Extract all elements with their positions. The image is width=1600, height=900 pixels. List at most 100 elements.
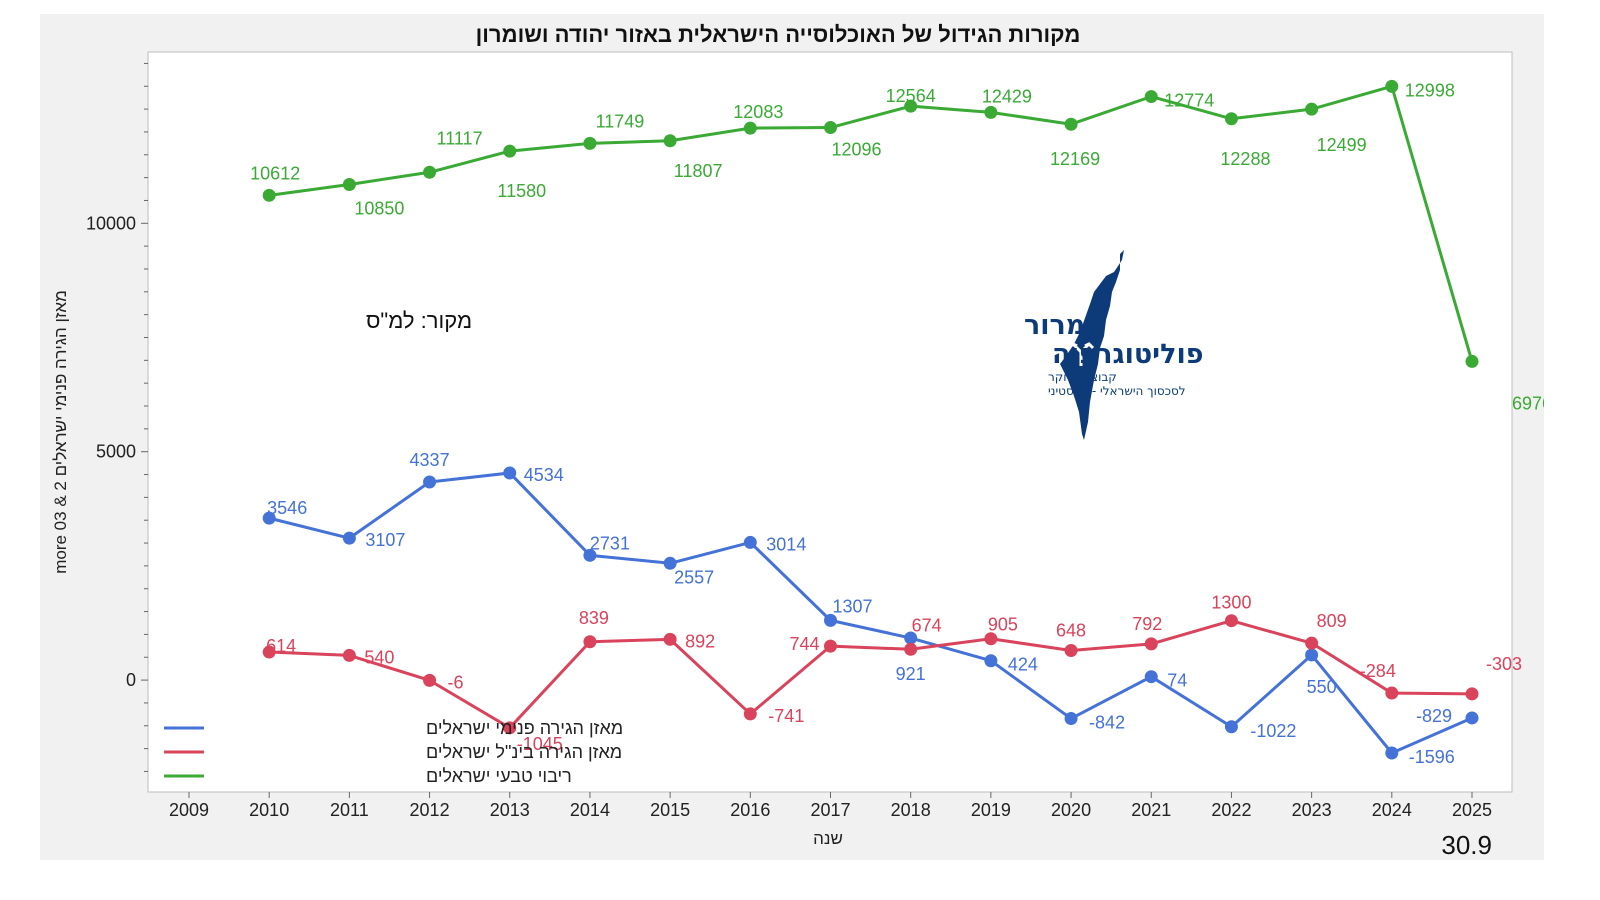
natural-growth-data-label: 10612 (250, 163, 300, 183)
internal-migration-data-label: 4534 (524, 465, 564, 485)
natural-growth-data-label: 11807 (674, 161, 723, 181)
internal-migration-point (1224, 720, 1238, 734)
internal-migration-point (423, 475, 437, 489)
international-migration-data-label: 809 (1317, 611, 1347, 631)
x-tick-label: 2011 (330, 800, 369, 820)
natural-growth-point (1064, 117, 1078, 131)
internal-migration-point (743, 535, 757, 549)
plot-area (147, 51, 1513, 793)
internal-migration-data-label: 2731 (590, 533, 630, 553)
internal-migration-point (1465, 711, 1479, 725)
international-migration-data-label: 792 (1132, 614, 1162, 634)
international-migration-data-label: 892 (685, 631, 715, 651)
international-migration-point (1385, 686, 1399, 700)
chart-panel: מקורות הגידול של האוכלוסייה הישראלית באז… (40, 14, 1544, 860)
international-migration-point (503, 721, 517, 735)
x-tick-label: 2025 (1452, 800, 1492, 820)
internal-migration-line (268, 471, 1473, 755)
international-migration-legend-label: מאזן הגירה בינ"ל ישראלים (426, 742, 622, 762)
split-arrow-icon (1067, 342, 1095, 366)
internal-migration-data-label: 4337 (410, 450, 450, 470)
natural-growth-point (824, 121, 837, 135)
internal-migration-data-label: -842 (1089, 713, 1125, 733)
internal-migration-data-label: -829 (1416, 706, 1452, 726)
international-migration-data-label: -1045 (517, 734, 563, 754)
logo-line4: לסכסוך הישראלי - פלסטיני (1048, 384, 1186, 398)
natural-growth-data-label: 11580 (497, 181, 546, 201)
international-migration-point (984, 632, 998, 646)
natural-growth-point (743, 121, 757, 135)
international-migration-data-label: -6 (448, 672, 464, 692)
internal-migration-data-label: 550 (1307, 677, 1337, 697)
natural-growth-data-label: 11117 (437, 128, 483, 148)
x-tick-label: 2023 (1292, 800, 1332, 820)
international-migration-data-label: 540 (364, 647, 394, 667)
natural-growth-data-label: 12083 (733, 102, 783, 122)
internal-migration-data-label: 424 (1008, 655, 1038, 675)
international-migration-point (1465, 687, 1479, 701)
international-migration-data-label: 614 (266, 636, 296, 656)
internal-migration-data-label: 3107 (365, 530, 405, 550)
logo: תמרור פוליטוגרפיה קבוצת מחקר לסכסוך הישר… (1024, 250, 1204, 440)
internal-migration-point (1305, 648, 1319, 662)
natural-growth-point (1144, 90, 1158, 104)
logo-line2: פוליטוגרפיה (1052, 339, 1204, 370)
natural-growth-point (1465, 354, 1479, 368)
x-tick-label: 2014 (570, 800, 610, 820)
international-migration-point (1144, 637, 1158, 651)
logo-line1: תמרור (1024, 310, 1104, 341)
x-tick-label: 2012 (410, 800, 450, 820)
natural-growth-point (1224, 112, 1238, 126)
internal-migration-data-label: -1022 (1250, 721, 1296, 741)
natural-growth-data-label: 6976 (1512, 393, 1544, 413)
internal-migration-data-label: 74 (1167, 671, 1187, 691)
internal-migration-point (1064, 712, 1078, 726)
natural-growth-data-label: 10850 (354, 198, 404, 218)
internal-migration-point (904, 631, 918, 645)
x-axis-label: שנה (813, 829, 843, 848)
natural-growth-point (583, 136, 597, 150)
internal-migration-data-label: 921 (896, 664, 926, 684)
natural-growth-point (423, 165, 437, 179)
natural-growth-data-label: 12429 (982, 86, 1032, 106)
corner-number: 30.9 (1441, 830, 1492, 860)
international-migration-point (663, 632, 677, 646)
natural-growth-data-label: 12774 (1164, 91, 1214, 111)
international-migration-line (269, 619, 1473, 730)
international-migration-data-label: 744 (789, 634, 819, 654)
y-axis-label: מאזן הגירה פנימי ישראלים 2 & 03 more (51, 290, 70, 574)
x-tick-label: 2010 (249, 800, 289, 820)
natural-growth-data-label: 12096 (831, 140, 881, 160)
source-note: מקור: למ"ס (366, 308, 472, 333)
x-tick-label: 2021 (1131, 800, 1171, 820)
international-migration-point (743, 707, 757, 721)
x-tick-label: 2020 (1051, 800, 1091, 820)
natural-growth-point (663, 134, 677, 148)
natural-growth-data-label: 12288 (1220, 149, 1270, 169)
international-migration-point (423, 673, 437, 687)
international-migration-data-label: 648 (1056, 620, 1086, 640)
natural-growth-point (904, 99, 918, 113)
internal-migration-point (503, 466, 517, 480)
internal-migration-legend-label: מאזן הגירה פנימי ישראלים (426, 718, 623, 738)
internal-migration-point (262, 511, 276, 525)
internal-migration-point (342, 531, 356, 545)
international-migration-point (583, 635, 597, 649)
international-migration-data-label: 905 (988, 615, 1018, 635)
natural-growth-point (984, 105, 998, 119)
natural-growth-data-label: 12499 (1317, 135, 1367, 155)
natural-growth-line (268, 84, 1474, 362)
international-migration-point (824, 639, 837, 653)
internal-migration-data-label: 3014 (766, 534, 806, 554)
legend: מאזן הגירה פנימי ישראלים מאזן הגירה בינ"ל… (164, 718, 623, 786)
international-migration-point (904, 642, 918, 656)
international-migration-data-label: 839 (579, 608, 609, 628)
international-migration-data-label: 1300 (1211, 593, 1251, 613)
chart-title: מקורות הגידול של האוכלוסייה הישראלית באז… (476, 22, 1081, 47)
x-tick-label: 2019 (971, 800, 1011, 820)
internal-migration-point (1144, 670, 1158, 684)
internal-migration-data-label: 3546 (267, 498, 307, 518)
natural-growth-legend-label: ריבוי טבעי ישראלים (426, 766, 572, 786)
internal-migration-data-label: 1307 (832, 596, 872, 616)
internal-migration-data-label: 2557 (674, 567, 714, 587)
